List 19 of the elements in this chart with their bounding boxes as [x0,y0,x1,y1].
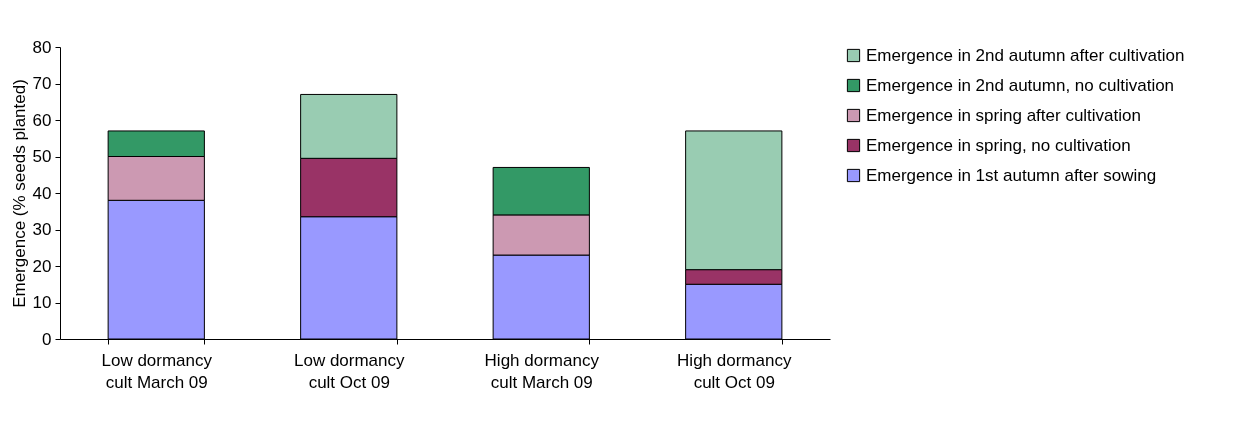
y-tick-label: 60 [32,110,52,130]
x-tick-label: High dormancy cult March 09 [484,350,600,392]
y-tick-label: 10 [32,293,52,312]
y-tick-label: 0 [42,329,52,349]
y-tick-label: 30 [32,220,52,239]
legend-label: Emergence in 2nd autumn, no cultivation [866,75,1175,95]
legend-label: Emergence in 2nd autumn after cultivation [866,45,1185,65]
legend-label: Emergence in spring, no cultivation [866,135,1131,155]
y-axis-title: Emergence (% seeds planted) [9,79,29,308]
y-tick-label: 80 [32,37,52,57]
legend-label: Emergence in 1st autumn after sowing [866,165,1157,185]
x-tick-label: Low dormancy cult March 09 [101,350,213,392]
x-tick-label: High dormancy cult Oct 09 [677,350,792,392]
x-tick-label: Low dormancy cult Oct 09 [293,350,406,392]
legend-label: Emergence in spring after cultivation [866,105,1141,125]
y-tick-label: 20 [32,256,52,276]
y-tick-label: 70 [32,74,52,93]
y-tick-label: 40 [32,183,52,203]
y-tick-label: 50 [32,147,52,166]
